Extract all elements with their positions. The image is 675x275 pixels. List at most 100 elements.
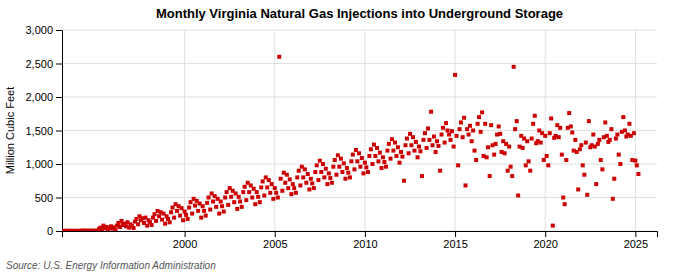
point	[483, 122, 487, 126]
point	[381, 155, 385, 159]
y-tick-mark	[56, 131, 62, 132]
title: Monthly Virginia Natural Gas Injections …	[156, 6, 563, 21]
point	[429, 110, 433, 114]
point	[402, 179, 406, 183]
point	[400, 155, 404, 159]
y-axis-label: Million Cubic Feet	[4, 87, 16, 174]
grid-line-x	[364, 30, 365, 231]
point	[603, 120, 607, 124]
point	[440, 133, 444, 137]
point	[384, 165, 388, 169]
point	[591, 133, 595, 137]
point	[351, 153, 355, 157]
point	[262, 193, 266, 197]
point	[346, 171, 350, 175]
point	[509, 165, 513, 169]
y-tick-mark	[56, 164, 62, 165]
points	[62, 55, 640, 231]
point	[599, 158, 603, 162]
point	[352, 167, 356, 171]
point	[385, 149, 389, 153]
point	[558, 126, 562, 130]
point	[331, 165, 335, 169]
point	[524, 163, 528, 167]
point	[458, 127, 462, 131]
point	[542, 158, 546, 162]
point	[570, 131, 574, 135]
point	[132, 226, 136, 230]
point	[564, 158, 568, 162]
y-tick-label: 500	[35, 192, 53, 204]
point	[307, 187, 311, 191]
point	[581, 163, 585, 167]
x-tick-mark	[185, 231, 186, 237]
y-tick-label: 3,000	[25, 24, 53, 36]
x-tick-label: 2000	[173, 238, 197, 250]
point	[364, 165, 368, 169]
point	[600, 167, 604, 171]
point	[609, 127, 613, 131]
x-tick-mark	[635, 231, 636, 237]
point	[636, 172, 640, 176]
y-tick-label: 1,000	[25, 158, 53, 170]
x-tick-mark	[455, 231, 456, 237]
y-tick: 500	[35, 192, 62, 204]
point	[289, 192, 293, 196]
point	[163, 222, 167, 226]
point	[587, 119, 591, 123]
point	[527, 159, 531, 163]
point	[276, 196, 280, 200]
point	[136, 222, 140, 226]
point	[363, 161, 367, 165]
point	[285, 173, 289, 177]
y-tick-mark	[56, 64, 62, 65]
grid-line-x	[274, 30, 275, 231]
point	[175, 209, 179, 213]
point	[498, 132, 502, 136]
point	[578, 147, 582, 151]
point	[348, 175, 352, 179]
point	[160, 218, 164, 222]
point	[345, 166, 349, 170]
point	[389, 157, 393, 161]
point	[172, 216, 176, 220]
point	[563, 202, 567, 206]
point	[435, 139, 439, 143]
point	[310, 181, 314, 185]
point	[237, 195, 241, 199]
plot-area: 20002005201020152020202505001,0001,5002,…	[25, 24, 657, 250]
point	[525, 139, 529, 143]
point	[181, 218, 185, 222]
point	[255, 190, 259, 194]
point	[614, 137, 618, 141]
point	[322, 175, 326, 179]
point	[412, 149, 416, 153]
point	[376, 159, 380, 163]
grid	[62, 30, 657, 231]
point	[391, 149, 395, 153]
point	[560, 153, 564, 157]
point	[205, 201, 209, 205]
point	[411, 135, 415, 139]
point	[539, 141, 543, 145]
x-axis: 200020052010201520202025	[63, 231, 658, 250]
grid-line-y	[62, 30, 657, 31]
point	[432, 135, 436, 139]
point	[375, 146, 379, 150]
point	[223, 196, 227, 200]
point	[283, 181, 287, 185]
point	[453, 73, 457, 77]
x-tick-label: 2025	[624, 238, 648, 250]
y-axis-line	[56, 31, 63, 232]
point	[394, 154, 398, 158]
point	[486, 145, 490, 149]
point	[187, 206, 191, 210]
point	[403, 143, 407, 147]
point	[474, 158, 478, 162]
point	[342, 161, 346, 165]
point	[207, 196, 211, 200]
point	[360, 156, 364, 160]
x-tick-label: 2005	[263, 238, 287, 250]
point	[244, 198, 248, 202]
point	[324, 167, 328, 171]
